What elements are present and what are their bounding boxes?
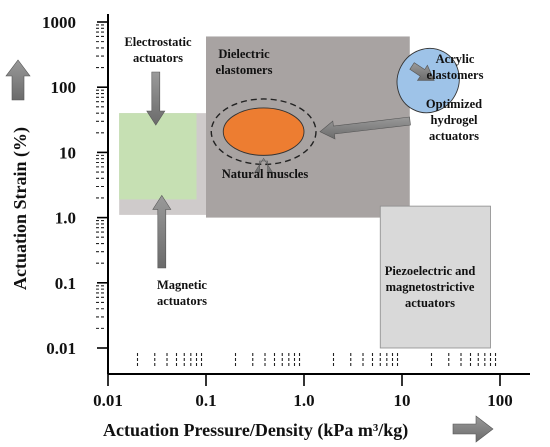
region-electrostatic [119, 113, 197, 200]
x-tick-label: 10 [394, 391, 411, 410]
annotation-magnetic-line: actuators [157, 294, 207, 308]
x-tick-label: 1.0 [293, 391, 314, 410]
arrow-acrylic-icon [409, 62, 435, 81]
x-tick-label: 100 [487, 391, 513, 410]
arrow-magnetic-icon [152, 194, 172, 269]
annotation-piezo-line: actuators [405, 296, 455, 310]
annotations-layer: Electrostatic actuators Dielectric elastome… [124, 35, 483, 310]
major-ticks-layer: 0.01 0.1 1.0 10 100 1000 0.01 0.1 1.0 10 100 [42, 13, 513, 410]
annotation-magnetic-line: Magnetic [157, 278, 207, 292]
annotation-piezo-line: magnetostrictive [386, 280, 475, 294]
annotation-electrostatic-line: Electrostatic [124, 35, 192, 49]
minor-ticks-layer [96, 24, 497, 367]
annotation-acrylic-line: Acrylic [436, 52, 475, 66]
arrow-natural-muscles-icon [254, 157, 274, 173]
annotation-dielectric-line: elastomers [216, 63, 273, 77]
region-piezo [379, 205, 491, 349]
annotation-hydrogel-line: Optimized [426, 97, 482, 111]
annotation-acrylic-line: elastomers [427, 68, 484, 82]
annotation-dielectric-line: Dielectric [218, 47, 270, 61]
arrow-hydrogel-icon [319, 116, 411, 140]
x-tick-label: 0.01 [93, 391, 123, 410]
natural-muscles-boundary [210, 98, 317, 166]
region-hydrogel [222, 107, 305, 156]
y-axis-direction-arrow-icon [5, 59, 31, 101]
annotation-natural-muscles-line: Natural muscles [222, 167, 309, 181]
arrow-electrostatic-icon [146, 71, 166, 126]
annotation-hydrogel-line: hydrogel [431, 113, 479, 127]
annotation-piezo-line: Piezoelectric and [385, 264, 476, 278]
y-tick-label: 0.01 [46, 339, 76, 358]
x-axis-title: Actuation Pressure/Density (kPa m³/kg) [103, 420, 408, 441]
y-tick-label: 0.1 [55, 274, 76, 293]
x-tick-label: 0.1 [195, 391, 216, 410]
annotation-electrostatic-line: actuators [133, 51, 183, 65]
y-tick-label: 100 [51, 78, 77, 97]
y-axis-title: Actuation Strain (%) [10, 127, 31, 290]
y-tick-label: 10 [59, 143, 76, 162]
annotation-hydrogel-line: actuators [429, 129, 479, 143]
y-tick-label: 1000 [42, 13, 76, 32]
y-tick-label: 1.0 [55, 209, 76, 228]
callout-arrows-layer [146, 62, 435, 269]
x-axis-direction-arrow-icon [452, 415, 494, 443]
